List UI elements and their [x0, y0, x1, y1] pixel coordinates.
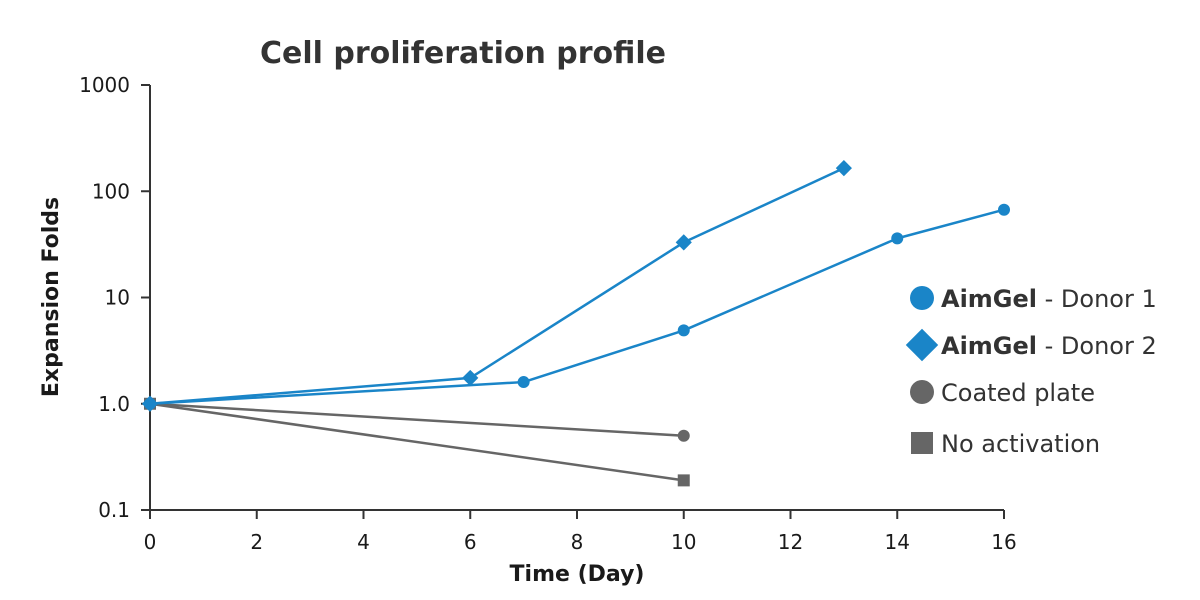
y-tick-label: 10	[105, 286, 130, 310]
legend-item-1: AimGel - Donor 1	[910, 285, 1157, 313]
x-tick-label: 10	[671, 530, 696, 554]
data-point-circle	[998, 203, 1010, 216]
series-2	[141, 160, 852, 412]
y-axis-title: Expansion Folds	[39, 197, 64, 397]
data-point-diamond	[141, 395, 159, 412]
series-1	[144, 203, 1010, 410]
legend-label: Coated plate	[941, 379, 1095, 407]
y-tick-label: 1000	[79, 73, 130, 97]
legend-label-text: No activation	[941, 430, 1100, 458]
x-axis-title: Time (Day)	[510, 562, 645, 587]
x-tick-label: 4	[357, 530, 370, 554]
legend-item-2: AimGel - Donor 2	[905, 328, 1157, 362]
legend-label-text: Coated plate	[941, 379, 1095, 407]
series-4	[144, 397, 690, 487]
x-tick-label: 8	[571, 530, 584, 554]
legend-marker-diamond	[905, 328, 939, 362]
x-tick-label: 6	[464, 530, 477, 554]
data-point-diamond	[675, 234, 692, 251]
x-tick-label: 12	[778, 530, 803, 554]
legend-label: AimGel - Donor 2	[941, 332, 1157, 360]
y-tick-label: 0.1	[98, 498, 130, 522]
x-tick-label: 14	[885, 530, 910, 554]
legend-label-text: - Donor 2	[1037, 332, 1157, 360]
data-point-diamond	[462, 369, 479, 387]
data-point-circle	[891, 232, 904, 245]
x-tick-label: 16	[991, 530, 1016, 554]
data-point-square	[677, 474, 690, 487]
legend-label-text: - Donor 1	[1037, 285, 1157, 313]
data-point-circle	[677, 324, 690, 337]
series-line	[149, 208, 1005, 405]
legend-marker-square	[911, 432, 933, 454]
legend-item-3: Coated plate	[910, 379, 1095, 407]
y-tick-label: 100	[92, 179, 130, 203]
chart-title: Cell proliferation profile	[260, 36, 666, 71]
legend-marker-circle	[910, 380, 934, 404]
legend-label-bold: AimGel	[941, 285, 1037, 313]
series-layer	[141, 160, 1010, 487]
y-tick-label: 1.0	[98, 392, 130, 416]
legend-label: No activation	[941, 430, 1100, 458]
series-line	[149, 402, 684, 437]
x-tick-label: 2	[250, 530, 263, 554]
legend-label: AimGel - Donor 1	[941, 285, 1157, 313]
series-3	[144, 397, 690, 442]
axis-ticks: 0 2 4 6 8 10 12 14 16 0.1 1.0 10 100 1000	[79, 73, 1017, 554]
data-point-diamond	[835, 160, 852, 177]
series-line	[149, 402, 684, 482]
data-point-circle	[517, 376, 530, 389]
x-tick-label: 0	[144, 530, 157, 554]
legend-label-bold: AimGel	[941, 332, 1037, 360]
series-line	[149, 167, 845, 405]
data-point-circle	[677, 429, 690, 442]
legend-marker-circle	[910, 286, 934, 310]
legend-item-4: No activation	[911, 430, 1100, 458]
